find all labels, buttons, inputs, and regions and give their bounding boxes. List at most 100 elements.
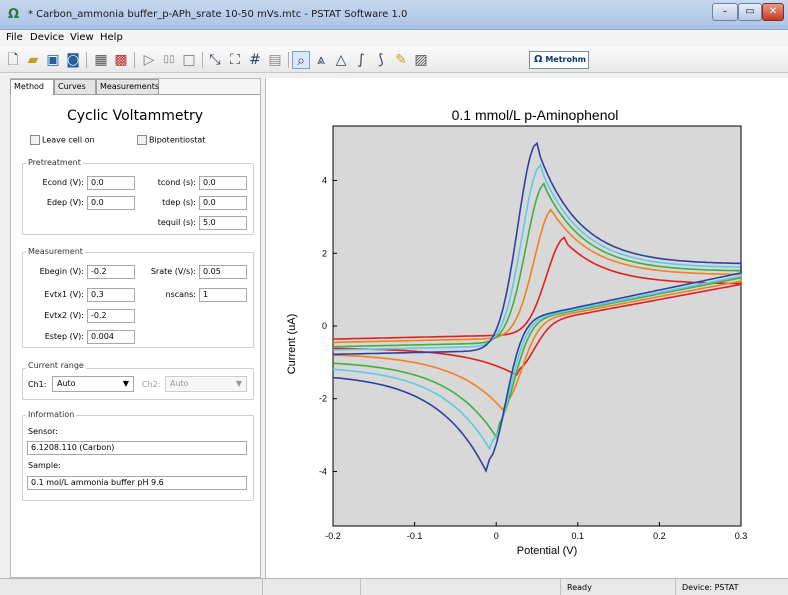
econd-input[interactable]: 0.0	[87, 176, 135, 190]
sensor-input[interactable]: 6.1208.110 (Carbon)	[27, 441, 247, 455]
ch1-value: Auto	[57, 379, 76, 388]
app-logo-icon: Ω	[8, 7, 20, 22]
measurement-title: Measurement	[26, 247, 85, 256]
status-ready: Ready	[560, 579, 675, 595]
tcond-input[interactable]: 0.0	[199, 176, 247, 190]
estep-label: Estep (V):	[44, 332, 84, 341]
nscans-label: nscans:	[165, 290, 196, 299]
dropdown-arrow-icon: ▼	[122, 379, 129, 388]
ch2-value: Auto	[170, 379, 189, 388]
bipotentiostat-label: Bipotentiostat	[149, 135, 206, 145]
x-tick-label: -0.1	[407, 531, 423, 541]
status-bar: Ready Device: PSTAT	[0, 578, 788, 595]
pretreatment-title: Pretreatment	[26, 158, 83, 167]
menu-device[interactable]: Device	[30, 32, 65, 43]
play-icon[interactable]: ▷	[143, 52, 155, 68]
x-axis-label: Potential (V)	[517, 545, 578, 557]
import-icon[interactable]: ▩	[114, 52, 128, 68]
ebegin-input[interactable]: -0.2	[87, 265, 135, 279]
x-tick-label: 0.3	[735, 531, 748, 541]
metrohm-label: Metrohm	[545, 55, 586, 64]
tcond-label: tcond (s):	[157, 178, 196, 187]
y-tick-label: -2	[319, 394, 327, 404]
current-range-title: Current range	[26, 361, 86, 370]
ch2-select: Auto ▼	[165, 376, 247, 392]
save-as-icon[interactable]: ◙	[66, 52, 80, 68]
zoom-fit-icon[interactable]: ⤡	[209, 52, 221, 68]
evtx1-input[interactable]: 0.3	[87, 288, 135, 302]
estep-input[interactable]: 0.004	[87, 330, 135, 344]
legend-icon[interactable]: ▤	[268, 52, 282, 68]
evtx2-label: Evtx2 (V):	[44, 311, 84, 320]
pretreatment-group	[22, 163, 254, 235]
tab-measurements[interactable]: Measurements	[96, 79, 159, 94]
status-cell-empty-2	[360, 579, 560, 595]
integrate-icon[interactable]: ∫	[357, 52, 365, 68]
clear-icon[interactable]: ✎	[395, 52, 407, 68]
edep-input[interactable]: 0.0	[87, 196, 135, 210]
y-tick-label: 2	[322, 248, 327, 258]
bipotentiostat-checkbox[interactable]: Bipotentiostat	[137, 135, 205, 145]
new-icon[interactable]: 🗋	[7, 52, 19, 68]
save-icon[interactable]: ▣	[46, 52, 60, 68]
measurement-group	[22, 252, 254, 348]
tdep-input[interactable]: 0.0	[199, 196, 247, 210]
x-tick-label: 0.1	[572, 531, 585, 541]
y-tick-label: -4	[319, 466, 327, 476]
x-tick-label: 0	[494, 531, 499, 541]
open-icon[interactable]: ▰	[27, 52, 39, 68]
tab-curves[interactable]: Curves	[54, 79, 96, 94]
fullscreen-icon[interactable]: ⛶	[230, 52, 240, 68]
x-tick-label: -0.2	[325, 531, 341, 541]
ch2-label: Ch2:	[142, 380, 161, 389]
sensor-label: Sensor:	[28, 427, 58, 436]
cv-curve-1	[332, 236, 742, 377]
information-group	[22, 415, 254, 501]
y-tick-label: 0	[322, 321, 327, 331]
status-cell-empty	[262, 579, 360, 595]
peak-icon[interactable]: ⩓	[317, 52, 325, 68]
grid-icon[interactable]: #	[249, 52, 261, 68]
pause-icon[interactable]: ▯▯	[163, 54, 175, 65]
metrohm-button[interactable]: Ω Metrohm	[529, 51, 589, 69]
minimize-button[interactable]: –	[712, 3, 738, 21]
menu-view[interactable]: View	[70, 32, 94, 43]
evtx2-input[interactable]: -0.2	[87, 309, 135, 323]
menu-help[interactable]: Help	[100, 32, 123, 43]
maximize-button[interactable]: ▭	[738, 3, 762, 21]
leave-cell-on-checkbox[interactable]: Leave cell on	[30, 135, 95, 145]
x-tick-label: 0.2	[653, 531, 666, 541]
stop-icon[interactable]: □	[182, 52, 196, 68]
title-bar: Ω * Carbon_ammonia buffer_p-APh_srate 10…	[0, 0, 788, 30]
menu-file[interactable]: File	[6, 32, 23, 43]
nscans-input[interactable]: 1	[199, 288, 247, 302]
edep-label: Edep (V):	[46, 198, 84, 207]
y-tick-label: 4	[322, 176, 327, 186]
sample-label: Sample:	[28, 461, 61, 470]
dropdown-arrow-icon: ▼	[235, 379, 242, 388]
zoom-icon[interactable]: ⌕	[292, 51, 310, 69]
smooth-icon[interactable]: ⟆	[378, 52, 384, 68]
tab-method[interactable]: Method	[10, 79, 54, 95]
window-title: * Carbon_ammonia buffer_p-APh_srate 10-5…	[28, 9, 408, 20]
cv-curve-5	[332, 141, 742, 474]
sample-input[interactable]: 0.1 mol/L ammonia buffer pH 9.6	[27, 476, 247, 490]
econd-label: Econd (V):	[42, 178, 84, 187]
ch1-select[interactable]: Auto ▼	[52, 376, 134, 392]
close-button[interactable]: ✕	[762, 3, 784, 21]
method-form	[11, 94, 260, 577]
plot-group: -0.2 -0.1 0 0.1 0.2 0.3 -4 -2 0 2 4	[319, 125, 748, 541]
tdep-label: tdep (s):	[162, 198, 196, 207]
peak-outline-icon[interactable]: △	[335, 52, 347, 68]
device-icon[interactable]: ▨	[414, 52, 428, 68]
information-title: Information	[26, 410, 77, 419]
cv-chart[interactable]: 0.1 mmol/L p-Aminophenol -0.2 -0.1 0 0.1 0.2…	[265, 78, 788, 578]
srate-input[interactable]: 0.05	[199, 265, 247, 279]
plot-background	[332, 125, 742, 527]
export-icon[interactable]: ▦	[94, 52, 108, 68]
ebegin-label: Ebegin (V):	[39, 267, 84, 276]
tequil-input[interactable]: 5.0	[199, 216, 247, 230]
ch1-label: Ch1:	[28, 380, 47, 389]
status-device: Device: PSTAT	[675, 579, 788, 595]
chart-title: 0.1 mmol/L p-Aminophenol	[452, 107, 619, 123]
